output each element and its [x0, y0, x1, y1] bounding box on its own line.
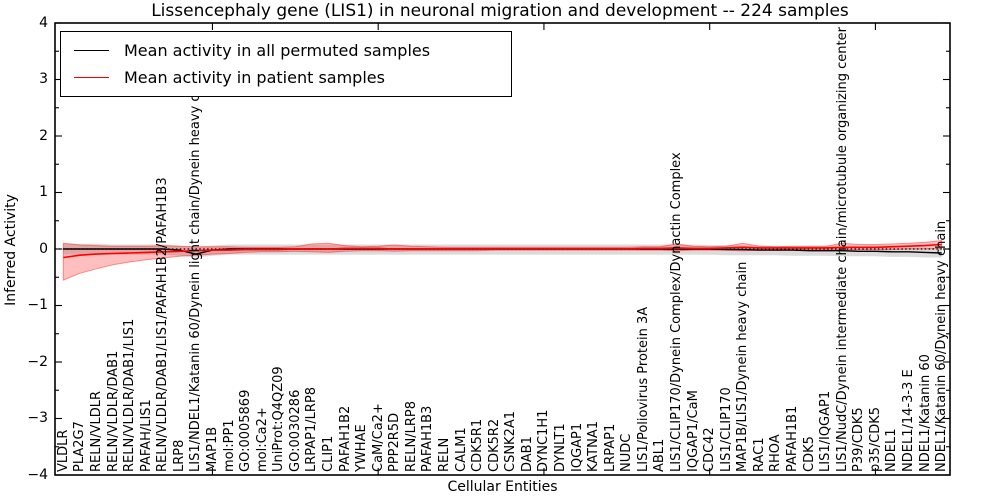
x-tick-label: PPP2R5D: [387, 412, 403, 472]
x-tick-label: KATNA1: [586, 420, 602, 472]
x-tick-label: PLA2G7: [72, 421, 88, 472]
x-tick-label: RELN: [436, 437, 452, 472]
x-tick-label: LIS1/NDEL1/Katanin 60/Dynein light chain…: [188, 66, 204, 472]
x-tick-label: CaM/Ca2+: [370, 403, 386, 472]
legend-label: Mean activity in patient samples: [124, 68, 385, 88]
x-tick-label: MAP1B: [204, 426, 220, 472]
x-tick-label: GO:0005869: [238, 389, 254, 472]
x-tick-label: LIS1/NudC/Dynein intermediate chain/micr…: [834, 27, 850, 472]
x-tick-label: DYNLT1: [553, 423, 568, 472]
legend-label: Mean activity in all permuted samples: [124, 40, 431, 60]
x-tick-label: p35/CDK5: [867, 406, 883, 472]
x-tick-label: RHOA: [768, 434, 784, 472]
x-tick-label: IQGAP1: [569, 422, 585, 472]
legend-entry-patient: Mean activity in patient samples: [74, 68, 511, 87]
y-tick-label: 1: [39, 184, 48, 200]
x-tick-label: LIS1/CLIP170/Dynein Complex/Dynactin Com…: [669, 152, 685, 472]
x-tick-label: CDK5R1: [470, 418, 486, 472]
x-tick-label: LIS1/Poliovirus Protein 3A: [635, 306, 651, 472]
x-tick-label: PAFAH1B1: [785, 405, 801, 472]
x-tick-label: DAB1: [519, 436, 535, 472]
x-axis-label: Cellular Entities: [447, 479, 558, 495]
x-tick-label: CALM1: [453, 427, 469, 472]
x-tick-label: RELN/VLDLR/DAB1/LIS1/PAFAH1B2/PAFAH1B3: [155, 177, 171, 472]
y-tick-label: 3: [39, 71, 48, 87]
band-permuted-samples-range: [63, 243, 942, 258]
y-tick-label: −1: [27, 297, 48, 313]
x-tick-label: PAFAH1B3: [420, 405, 436, 472]
x-tick-label: RELN/VLDLR/DAB1: [105, 350, 121, 472]
y-tick-label: 0: [39, 240, 48, 257]
x-tick-label: YWHAE: [354, 424, 370, 472]
x-tick-label: PAFAH1B2: [337, 405, 353, 472]
x-tick-label: LRP8: [171, 439, 187, 472]
axis-ticks: [55, 22, 950, 476]
y-tick-label: 4: [39, 14, 48, 31]
y-tick-label: −3: [27, 410, 48, 426]
permuted-line-swatch: [74, 49, 109, 51]
y-tick-label: −2: [27, 353, 48, 370]
y-tick-label: −4: [27, 466, 48, 483]
x-tick-label: VLDLR: [55, 429, 71, 472]
x-tick-label: mol:PP1: [221, 419, 237, 472]
x-tick-label: mol:Ca2+: [254, 407, 270, 472]
x-tick-label: P39/CDK5: [851, 407, 867, 472]
legend: Mean activity in all permuted samples Me…: [60, 31, 512, 97]
x-tick-label: CLIP1: [320, 435, 336, 472]
x-tick-label: LRPAP1: [602, 423, 618, 472]
x-tick-label: RELN/VLDLR: [88, 390, 104, 472]
x-tick-label: ABL1: [652, 438, 668, 472]
x-tick-label: DYNC1H1: [536, 409, 552, 472]
x-tick-label: NDEL1: [884, 428, 900, 472]
patient-line-swatch: [74, 77, 109, 79]
x-tick-label: RELN/VLDLR/DAB1/LIS1: [122, 318, 138, 472]
x-tick-label: GO:0030286: [287, 389, 303, 472]
x-tick-label: CDK5R2: [486, 418, 502, 472]
x-tick-label: NDEL1/Katanin 60: [917, 354, 933, 472]
x-tick-label: LIS1/IQGAP1: [818, 390, 834, 472]
x-tick-label: LRPAP1/LRP8: [304, 386, 320, 472]
x-tick-label: RELN/LRP8: [403, 401, 419, 472]
legend-entry-permuted: Mean activity in all permuted samples: [74, 41, 511, 60]
x-tick-label: MAP1B/LIS1/Dynein heavy chain: [735, 261, 751, 472]
series-line-patient: [63, 243, 942, 259]
x-tick-label: UniProt:Q4QZ09: [271, 366, 287, 472]
x-tick-label: NDEL1/Katanin 60/Dynein heavy chain: [934, 220, 950, 472]
y-tick-label: 2: [39, 127, 48, 144]
x-tick-label: NUDC: [619, 433, 635, 472]
chart-title: Lissencephaly gene (LIS1) in neuronal mi…: [151, 1, 849, 21]
x-tick-label: LIS1/CLIP170: [718, 387, 734, 472]
x-tick-label: NDEL1/14-3-3 E: [901, 369, 917, 472]
x-tick-label: CDC42: [702, 427, 718, 472]
x-tick-label: PAFAH/LIS1: [138, 399, 154, 472]
x-tick-label: RAC1: [751, 437, 767, 472]
x-tick-label: CSNK2A1: [503, 410, 519, 472]
x-tick-label: CDK5: [801, 436, 817, 472]
x-tick-label: IQGAP1/CaM: [685, 390, 701, 472]
